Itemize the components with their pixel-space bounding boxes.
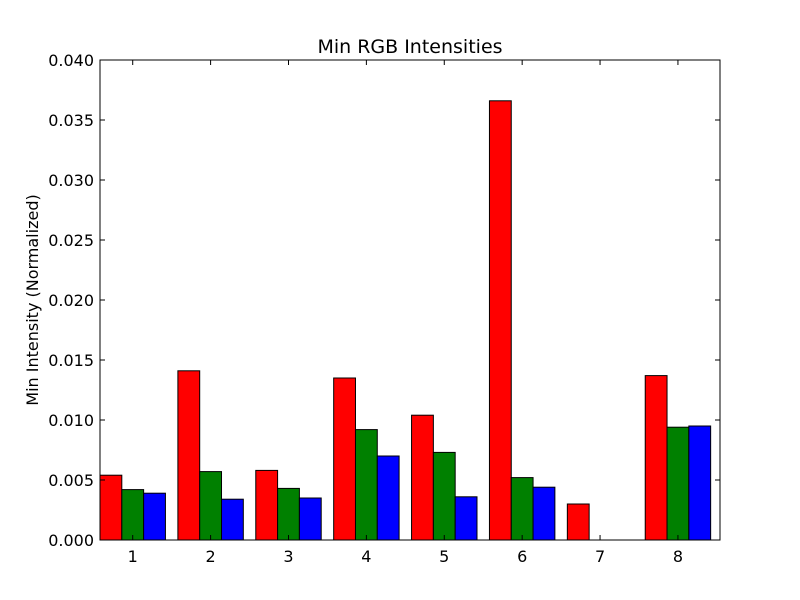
bar-cat2-series2 (199, 471, 223, 541)
x-tick-label: 2 (206, 547, 216, 566)
plot-frame (99, 59, 721, 541)
bars (99, 100, 712, 541)
x-tick-label: 6 (517, 547, 527, 566)
y-tick-label: 0.025 (48, 231, 94, 250)
bar-cat8-series2 (666, 426, 690, 541)
y-tick-label: 0.005 (48, 471, 94, 490)
x-tick-label: 8 (673, 547, 683, 566)
bar-cat6-series1 (488, 100, 512, 541)
x-tick-label: 3 (283, 547, 293, 566)
bar-cat3-series3 (298, 497, 322, 541)
bar-cat2-series3 (221, 498, 244, 541)
chart-title: Min RGB Intensities (317, 36, 502, 58)
x-tick-label: 1 (128, 547, 138, 566)
bar-cat1-series3 (143, 492, 166, 541)
x-tick-label: 4 (361, 547, 371, 566)
y-tick-label: 0.030 (48, 171, 94, 190)
axis-ticks: 1 2 3 4 5 6 7 8 0.000 0.005 0.010 0.015 0.020 0.025 0.… (48, 51, 720, 566)
x-tick-label: 5 (439, 547, 449, 566)
bar-cat5-series2 (432, 451, 456, 541)
bar-cat5-series1 (411, 414, 434, 541)
y-tick-label: 0.000 (48, 531, 94, 550)
y-tick-label: 0.040 (48, 51, 94, 70)
bar-cat7-series1 (566, 503, 590, 541)
bar-cat4-series2 (354, 429, 378, 541)
bar-cat5-series3 (454, 496, 478, 541)
bar-cat3-series2 (277, 487, 300, 541)
bar-cat1-series2 (121, 489, 145, 541)
bar-cat6-series2 (510, 477, 534, 541)
bar-cat2-series1 (177, 370, 201, 541)
bar-cat8-series3 (688, 425, 712, 541)
bar-cat1-series1 (99, 474, 123, 541)
bar-cat3-series1 (255, 469, 279, 541)
bar-cat4-series3 (376, 455, 400, 541)
bar-cat8-series1 (644, 375, 668, 541)
y-tick-label: 0.015 (48, 351, 94, 370)
y-tick-label: 0.035 (48, 111, 94, 130)
bar-cat6-series3 (532, 486, 556, 541)
y-tick-label: 0.010 (48, 411, 94, 430)
x-tick-label: 7 (595, 547, 605, 566)
y-axis-label: Min Intensity (Normalized) (23, 194, 42, 405)
y-tick-label: 0.020 (48, 291, 94, 310)
bar-cat4-series1 (333, 377, 356, 541)
